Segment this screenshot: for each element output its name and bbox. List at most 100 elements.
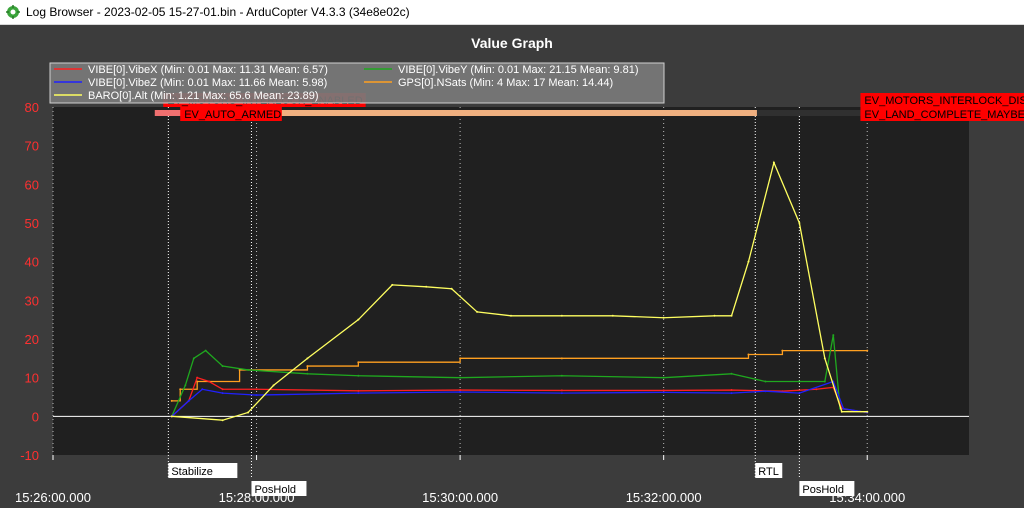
- series-line-vibe-0-vibex: [171, 376, 868, 417]
- series-point: [866, 410, 869, 413]
- series-point: [221, 388, 224, 391]
- y-tick-label: 40: [25, 255, 39, 270]
- series-point: [772, 161, 775, 164]
- window-title: Log Browser - 2023-02-05 15-27-01.bin - …: [26, 5, 410, 19]
- value-graph[interactable]: -10 0 10 20 30 40 50 60 70 80 15:26:00.000 15:28:00…: [0, 25, 1024, 508]
- series-point: [713, 314, 716, 317]
- legend-label: VIBE[0].VibeX (Min: 0.01 Max: 11.31 Mean…: [88, 64, 328, 76]
- series-point: [201, 388, 204, 391]
- series-point: [798, 380, 801, 383]
- event-label: EV_AUTO_ARMED: [180, 107, 282, 121]
- series-point: [187, 399, 190, 402]
- y-tick-label: 20: [25, 332, 39, 347]
- y-tick-label: -10: [20, 448, 39, 463]
- x-tick-label: 15:26:00.000: [15, 490, 91, 505]
- flight-mode-text: RTL: [758, 466, 779, 478]
- series-point: [357, 361, 360, 364]
- y-tick-label: 80: [25, 100, 39, 115]
- legend-label: VIBE[0].VibeZ (Min: 0.01 Max: 11.66 Mean…: [88, 77, 327, 89]
- series-point: [255, 394, 258, 397]
- y-tick-label: 60: [25, 177, 39, 192]
- event-label-bg: [180, 107, 282, 121]
- series-point: [391, 283, 394, 286]
- legend-entry: VIBE[0].VibeZ (Min: 0.01 Max: 11.66 Mean…: [54, 77, 327, 89]
- series-point: [196, 380, 199, 383]
- flight-mode-bg: [799, 481, 855, 496]
- event-label: EV_LAND_COMPLETE_MAYBE: [860, 107, 1024, 121]
- series-point: [221, 365, 224, 368]
- series-point: [781, 349, 784, 352]
- series-point: [866, 349, 869, 352]
- series-point: [798, 222, 801, 224]
- legend-entry: BARO[0].Alt (Min: 1.21 Max: 65.6 Mean: 2…: [54, 90, 319, 102]
- series-point: [476, 310, 479, 313]
- legend-entry: GPS[0].NSats (Min: 4 Max: 17 Mean: 14.44…: [364, 77, 613, 89]
- flight-mode-label: Stabilize: [168, 463, 238, 478]
- series-point: [560, 374, 563, 377]
- window-titlebar: Log Browser - 2023-02-05 15-27-01.bin - …: [0, 0, 1024, 25]
- series-point: [510, 314, 512, 317]
- event-label-text: EV_LAND_COMPLETE_MAYBE: [864, 109, 1024, 121]
- chart-title: Value Graph: [471, 35, 553, 51]
- series-point: [357, 318, 360, 321]
- series-point: [840, 410, 843, 413]
- series-point: [170, 399, 173, 402]
- series-point: [196, 376, 199, 379]
- series-point: [179, 388, 182, 391]
- series-point: [730, 392, 733, 395]
- legend-label: BARO[0].Alt (Min: 1.21 Max: 65.6 Mean: 2…: [88, 90, 319, 102]
- series-point: [221, 419, 224, 422]
- flight-mode-text: PosHold: [254, 484, 296, 496]
- series-point: [823, 357, 826, 360]
- event-label: EV_MOTORS_INTERLOCK_DISA: [860, 93, 1024, 107]
- flight-mode-label: RTL: [755, 463, 783, 478]
- event-label-bg: [860, 107, 1024, 121]
- series-point: [560, 392, 563, 395]
- series-point: [798, 392, 801, 395]
- event-bar: [756, 110, 868, 116]
- flight-mode-bg: [251, 481, 307, 496]
- flight-mode-label: PosHold: [251, 481, 307, 496]
- series-point: [306, 372, 309, 375]
- legend-box: [49, 62, 665, 104]
- series-point: [306, 357, 309, 360]
- flight-mode-text: PosHold: [802, 484, 844, 496]
- series-point: [662, 391, 665, 394]
- series-point: [357, 392, 360, 395]
- legend-entry: VIBE[0].VibeY (Min: 0.01 Max: 21.15 Mean…: [364, 64, 639, 76]
- plot-background: [53, 107, 969, 455]
- y-tick-label: 0: [32, 409, 39, 424]
- event-label-text: EV_MOTORS_INTERLOCK_DISA: [864, 95, 1024, 107]
- series-point: [208, 380, 211, 383]
- flight-mode-text: Stabilize: [171, 466, 213, 478]
- y-tick-label: 70: [25, 139, 39, 154]
- series-point: [764, 380, 767, 383]
- event-bar: [222, 110, 757, 116]
- series-point: [842, 407, 845, 410]
- flight-mode-bg: [755, 463, 783, 478]
- series-point: [662, 376, 665, 379]
- series-point: [425, 285, 428, 288]
- series-point: [815, 388, 818, 391]
- series-point: [459, 357, 462, 360]
- series-point: [450, 287, 453, 290]
- series-point: [459, 376, 462, 379]
- series-point: [832, 334, 835, 337]
- legend-label: GPS[0].NSats (Min: 4 Max: 17 Mean: 14.44…: [398, 77, 613, 89]
- event-label-bg: [860, 93, 1024, 107]
- series-point: [730, 372, 733, 375]
- series-point: [730, 389, 733, 392]
- series-point: [823, 380, 826, 383]
- series-point: [662, 389, 665, 392]
- series-point: [204, 349, 207, 352]
- series-point: [238, 368, 241, 371]
- y-tick-label: 50: [25, 216, 39, 231]
- series-point: [747, 260, 750, 263]
- legend-entry: VIBE[0].VibeX (Min: 0.01 Max: 11.31 Mean…: [54, 64, 328, 76]
- flight-mode-label: PosHold: [799, 481, 855, 496]
- series-point: [560, 357, 563, 360]
- series-point: [221, 392, 224, 395]
- series-point: [560, 314, 563, 317]
- x-tick-label: 15:32:00.000: [626, 490, 702, 505]
